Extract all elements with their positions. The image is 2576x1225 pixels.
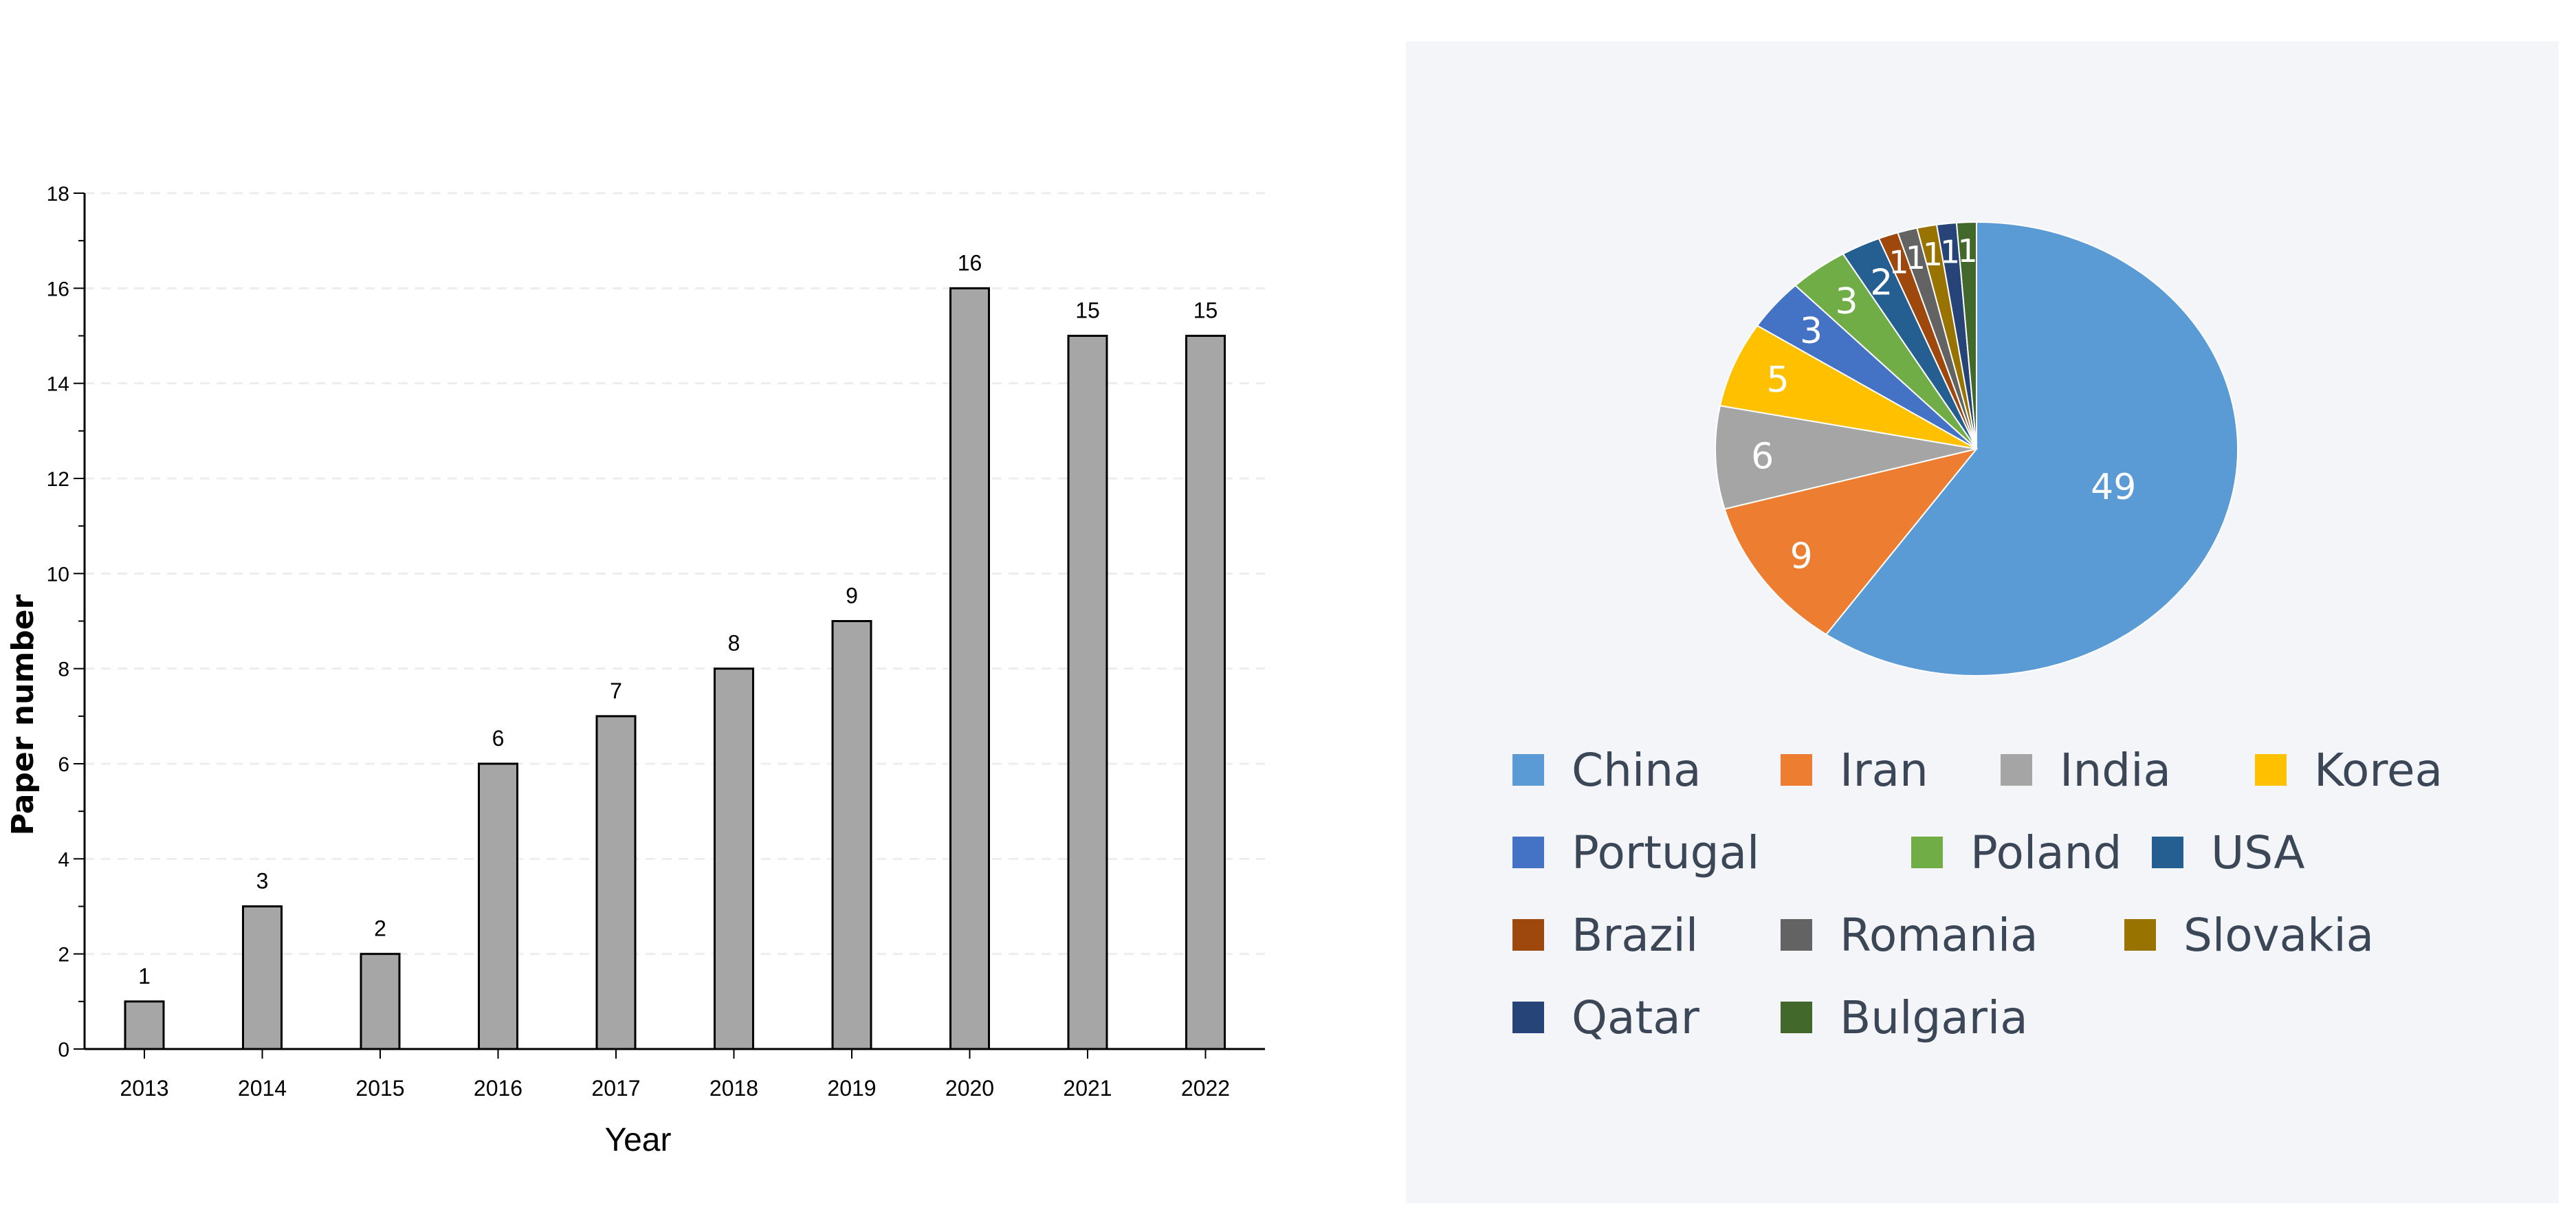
bar (1185, 335, 1226, 1050)
y-tick-label: 14 (47, 373, 69, 396)
legend-row: China Iran India Korea (1512, 729, 2509, 811)
legend-label: China (1572, 743, 1702, 797)
legend-item: Portugal (1512, 826, 1911, 879)
legend-label: Romania (1840, 908, 2038, 962)
bar-data-label: 7 (610, 678, 622, 703)
legend-swatch (1781, 754, 1812, 786)
x-tick-label: 2017 (591, 1076, 640, 1101)
y-tick-label: 8 (58, 659, 69, 681)
bar-data-label: 8 (728, 631, 740, 656)
pie-legend: China Iran India Korea Portugal Poland USA Braz… (1512, 729, 2509, 1059)
pie-slice-iran (1724, 448, 1979, 636)
y-tick-label: 10 (47, 563, 69, 586)
legend-item: Bulgaria (1781, 991, 2028, 1044)
legend-item: USA (2152, 826, 2305, 879)
bar (714, 667, 754, 1050)
legend-label: Bulgaria (1840, 991, 2028, 1044)
bar (595, 715, 637, 1050)
x-tick-label: 2014 (238, 1076, 287, 1101)
pie-slice-korea (1719, 324, 1977, 450)
legend-label: Portugal (1572, 826, 1760, 879)
y-tick-label: 18 (47, 183, 69, 206)
pie-slice-bulgaria (1955, 221, 1977, 450)
bar-data-label: 15 (1075, 298, 1100, 323)
legend-row: Portugal Poland USA (1512, 811, 2509, 894)
pie-slice-china (1825, 221, 2238, 676)
legend-row: Brazil Romania Slovakia (1512, 894, 2509, 976)
legend-swatch (1781, 1002, 1812, 1033)
y-tick-label: 4 (58, 848, 69, 871)
legend-item: Korea (2255, 744, 2443, 797)
y-axis-label: Paper number (5, 594, 41, 835)
pie-slice-india (1715, 405, 1977, 510)
bar (478, 762, 518, 1050)
y-tick-label: 12 (47, 468, 69, 491)
pie-data-label: 1 (1958, 232, 1978, 269)
legend-item: Slovakia (2124, 909, 2374, 962)
pie-data-label: 3 (1836, 281, 1858, 322)
bar (360, 953, 401, 1050)
pie-data-label: 1 (1940, 234, 1960, 271)
legend-swatch (1512, 919, 1544, 951)
legend-item: Romania (1781, 909, 2124, 962)
bar-data-label: 1 (138, 964, 151, 989)
pie-data-label: 9 (1790, 536, 1813, 577)
legend-label: Korea (2314, 743, 2443, 797)
bar-data-label: 15 (1193, 298, 1218, 323)
legend-label: India (2060, 743, 2171, 797)
y-tick-label: 6 (58, 753, 69, 776)
legend-swatch (1512, 1002, 1544, 1033)
x-tick-label: 2022 (1181, 1076, 1230, 1101)
legend-label: Poland (1970, 826, 2122, 879)
legend-swatch (1911, 837, 1943, 868)
legend-label: Qatar (1572, 991, 1699, 1044)
y-tick-label: 0 (58, 1039, 69, 1061)
legend-swatch (1512, 837, 1544, 868)
legend-label: Slovakia (2183, 908, 2375, 962)
legend-item: Poland (1911, 826, 2152, 879)
bar-data-label: 3 (256, 869, 269, 894)
x-axis-label: Year (605, 1122, 672, 1158)
x-tick-label: 2013 (120, 1076, 168, 1101)
legend-swatch (1781, 919, 1812, 951)
legend-swatch (2001, 754, 2032, 786)
pie-data-label: 1 (1906, 239, 1926, 276)
y-tick-label: 2 (58, 944, 69, 967)
legend-row: Qatar Bulgaria (1512, 976, 2509, 1059)
legend-label: Iran (1840, 743, 1928, 797)
legend-item: Brazil (1512, 909, 1781, 962)
x-tick-label: 2016 (474, 1076, 522, 1101)
legend-swatch (2152, 837, 2183, 868)
legend-item: India (2001, 744, 2255, 797)
pie-data-label: 6 (1751, 436, 1774, 477)
pie-data-label: 2 (1870, 262, 1893, 303)
y-tick-label: 16 (47, 278, 69, 300)
x-tick-label: 2019 (827, 1076, 876, 1101)
bar (949, 287, 990, 1050)
pie-data-label: 1 (1889, 244, 1908, 281)
pie-data-label: 5 (1766, 360, 1789, 401)
x-tick-label: 2021 (1063, 1076, 1112, 1101)
legend-label: USA (2211, 826, 2305, 879)
pie-data-label: 49 (2091, 467, 2136, 508)
legend-item: Qatar (1512, 991, 1781, 1044)
x-tick-label: 2015 (355, 1076, 404, 1101)
legend-swatch (1512, 754, 1544, 786)
x-tick-label: 2020 (945, 1076, 994, 1101)
x-tick-label: 2018 (709, 1076, 758, 1101)
legend-swatch (2124, 919, 2156, 951)
bar-data-label: 16 (958, 250, 982, 275)
legend-swatch (2255, 754, 2287, 786)
legend-item: Iran (1781, 744, 2001, 797)
legend-item: China (1512, 744, 1781, 797)
bar (831, 620, 872, 1050)
bar-data-label: 9 (846, 584, 858, 608)
bar-data-label: 6 (492, 726, 505, 751)
legend-label: Brazil (1572, 908, 1699, 962)
bar-data-label: 2 (374, 916, 386, 941)
bar-chart: 1 3 2 6 7 8 9 16 15 15 0 2 4 6 8 10 12 14 16 18 2013 2014 201… (5, 183, 1265, 1158)
pie-data-label: 1 (1923, 236, 1943, 273)
pie-data-label: 3 (1800, 311, 1823, 352)
